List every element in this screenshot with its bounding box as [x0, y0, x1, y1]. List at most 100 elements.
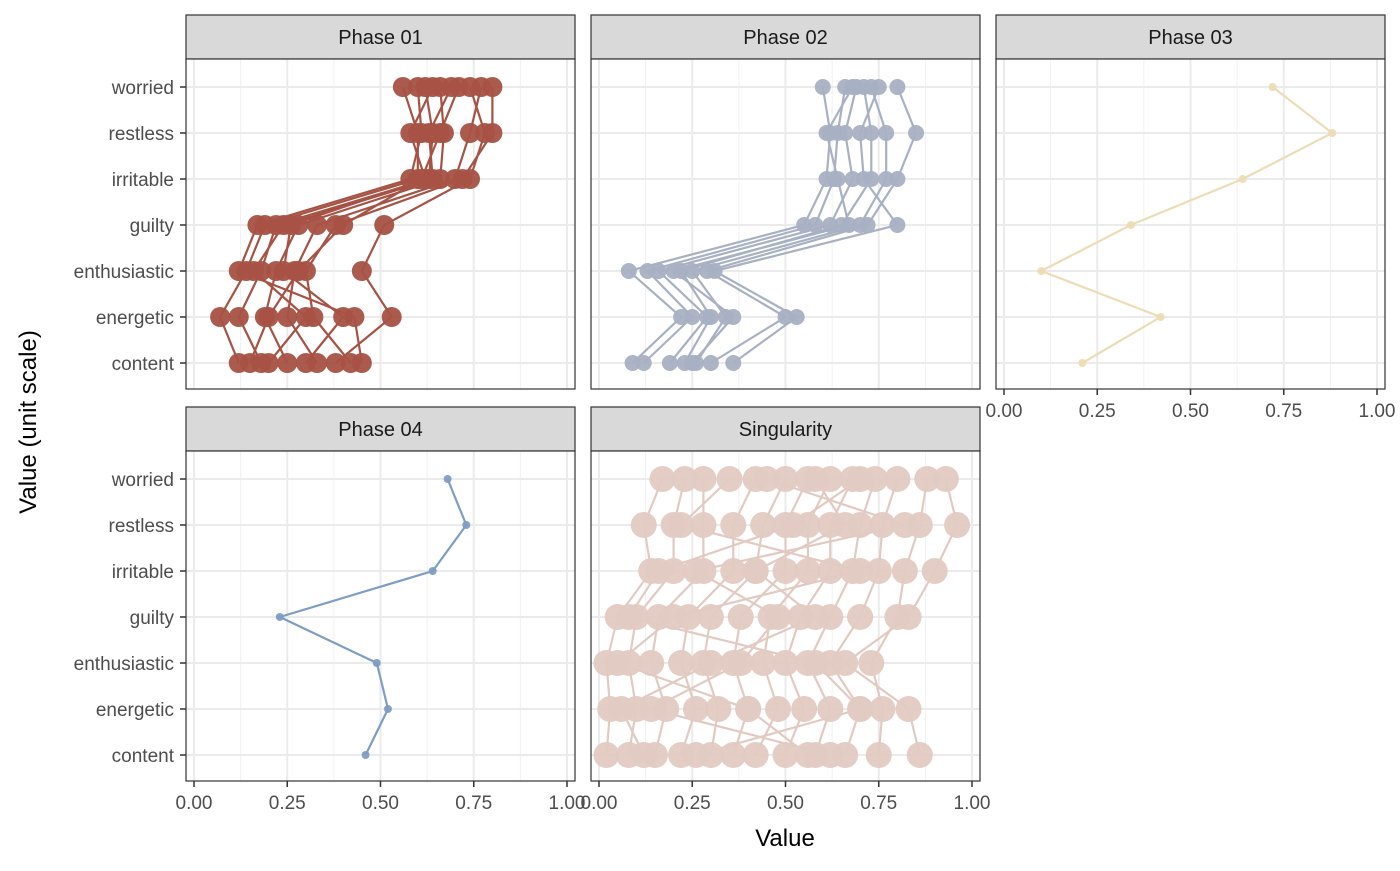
- data-point: [895, 696, 922, 722]
- facet-panel: Singularity 0.00 0.25 0.50 0.75 1.00: [581, 406, 991, 814]
- facet-title: Phase 02: [743, 27, 828, 49]
- data-point: [817, 558, 844, 584]
- data-point: [684, 309, 701, 325]
- data-point: [474, 123, 495, 143]
- data-point: [705, 696, 732, 722]
- data-point: [258, 307, 279, 327]
- y-axis-title: Value (unit scale): [15, 330, 42, 514]
- data-point: [1037, 267, 1046, 275]
- data-point: [720, 558, 747, 584]
- data-point: [878, 125, 895, 141]
- y-tick-label: enthusiastic: [74, 654, 174, 675]
- data-point: [727, 650, 754, 676]
- data-point: [649, 466, 676, 492]
- data-point: [684, 355, 701, 371]
- y-tick-label: restless: [109, 516, 174, 537]
- y-tick-label: guilty: [130, 608, 175, 629]
- data-point: [822, 217, 839, 233]
- data-point: [725, 309, 742, 325]
- data-point: [720, 742, 747, 768]
- data-point: [210, 307, 231, 327]
- data-point: [865, 558, 892, 584]
- y-tick-label: energetic: [96, 700, 174, 721]
- data-point: [847, 466, 874, 492]
- data-point: [635, 355, 652, 371]
- data-point: [1328, 129, 1337, 137]
- data-point: [351, 261, 372, 281]
- data-point: [697, 604, 724, 630]
- data-point: [852, 125, 869, 141]
- data-point: [932, 466, 959, 492]
- data-point: [727, 604, 754, 630]
- data-point: [682, 558, 709, 584]
- data-point: [921, 558, 948, 584]
- data-point: [858, 650, 885, 676]
- y-tick-label: worried: [111, 470, 174, 491]
- data-point: [889, 79, 906, 95]
- data-point: [889, 171, 906, 187]
- data-point: [608, 696, 635, 722]
- facet-title: Singularity: [739, 419, 832, 441]
- facet-strip: [590, 14, 981, 60]
- data-point: [829, 171, 846, 187]
- data-point: [239, 353, 260, 373]
- data-point: [772, 466, 799, 492]
- data-point: [668, 512, 695, 538]
- data-point: [660, 604, 687, 630]
- data-point: [772, 558, 799, 584]
- data-point: [673, 309, 690, 325]
- data-point: [817, 696, 844, 722]
- data-point: [351, 353, 372, 373]
- facet-title: Phase 01: [338, 27, 423, 49]
- y-tick-label: content: [112, 746, 175, 767]
- data-point: [228, 307, 249, 327]
- data-point: [247, 215, 268, 235]
- data-point: [914, 466, 941, 492]
- data-point: [372, 659, 381, 667]
- data-point: [430, 123, 451, 143]
- data-point: [344, 307, 365, 327]
- data-point: [891, 558, 918, 584]
- data-point: [615, 604, 642, 630]
- data-point: [702, 309, 719, 325]
- data-point: [802, 604, 829, 630]
- data-point: [325, 353, 346, 373]
- data-point: [716, 466, 743, 492]
- data-point: [630, 512, 657, 538]
- data-point: [374, 215, 395, 235]
- data-point: [665, 263, 682, 279]
- data-point: [411, 123, 432, 143]
- data-point: [725, 355, 742, 371]
- data-point: [742, 742, 769, 768]
- data-point: [772, 742, 799, 768]
- data-point: [411, 169, 432, 189]
- y-tick-label: guilty: [130, 216, 175, 237]
- data-point: [295, 353, 316, 373]
- data-point: [682, 696, 709, 722]
- data-point: [1238, 175, 1247, 183]
- data-point: [847, 696, 874, 722]
- data-point: [832, 650, 859, 676]
- data-point: [944, 512, 971, 538]
- facet-title: Phase 04: [338, 419, 423, 441]
- data-point: [772, 650, 799, 676]
- data-point: [865, 742, 892, 768]
- x-tick-label: 1.00: [954, 793, 991, 814]
- data-point: [777, 309, 794, 325]
- data-point: [895, 604, 922, 630]
- data-point: [392, 77, 413, 97]
- facet-strip: [185, 14, 576, 60]
- data-point: [753, 466, 780, 492]
- data-point: [690, 512, 717, 538]
- data-point: [1156, 313, 1165, 321]
- data-point: [277, 353, 298, 373]
- data-point: [604, 650, 631, 676]
- data-point: [791, 696, 818, 722]
- x-tick-label: 0.00: [581, 793, 618, 814]
- y-tick-label: irritable: [112, 170, 174, 191]
- data-point: [884, 466, 911, 492]
- data-point: [863, 125, 880, 141]
- data-point: [794, 558, 821, 584]
- data-point: [650, 263, 667, 279]
